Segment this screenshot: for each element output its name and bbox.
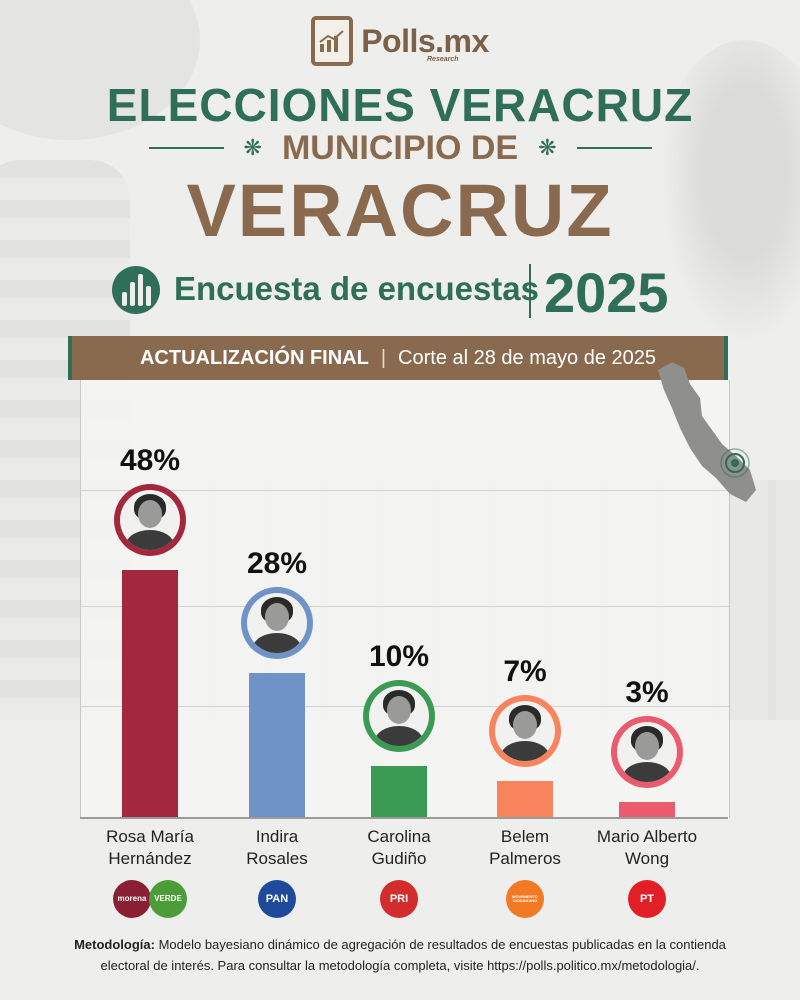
banner-separator: | [380,346,387,369]
brand-name: Polls.mx [361,22,489,59]
party-label: VERDE [154,894,182,903]
party-logos: PAN [258,880,296,920]
pt-logo: PT [628,880,666,918]
veracruz-map-icon [658,362,756,502]
bar [619,801,675,817]
candidate-name: Belem Palmeros [455,826,595,870]
party-label: PT [639,892,655,905]
candidate-name: Mario Alberto Wong [577,826,717,870]
photo-frame [495,700,555,761]
candidate-name: Carolina Gudiño [329,826,469,870]
gridline [81,490,729,491]
candidate-name-line: Wong [624,849,670,868]
photo-head [513,710,537,739]
update-banner: ACTUALIZACIÓN FINAL | Corte al 28 de may… [68,336,728,380]
chart-baseline [80,817,728,819]
photo-head [635,731,659,760]
party-logos: morena VERDE [113,880,187,920]
photo-frame [120,490,180,550]
gridline [81,606,729,607]
photo-head [387,695,411,724]
candidate-photo [489,694,561,767]
subtitle-row: ❋ MUNICIPIO DE ❋ [0,128,800,168]
photo-shoulders [126,530,174,550]
candidate-name-line: Belem [500,827,550,846]
data-label: 10% [368,639,430,673]
candidate-name: Rosa María Hernández [80,826,220,870]
party-logos: PT [628,880,666,920]
subtitle: MUNICIPIO DE [281,128,519,167]
year: 2025 [544,261,669,324]
photo-shoulders [623,761,671,782]
candidate-name-line: Gudiño [371,849,427,868]
photo-shoulders [253,632,301,653]
pri-logo: PRI [380,880,418,918]
background-palm [650,40,800,370]
flower-icon: ❋ [243,135,262,160]
page-title: ELECCIONES VERACRUZ [106,79,694,131]
brand-logo: Polls.mx [0,16,800,66]
photo-frame [369,685,429,746]
pan-logo: PAN [258,880,296,918]
bar-chart-icon [112,266,160,314]
party-label: PRI [389,892,409,905]
candidate-photo [363,679,435,752]
update-status: ACTUALIZACIÓN FINAL [139,346,369,369]
party-label: PAN [265,892,289,905]
data-label: 7% [503,654,547,688]
candidate-name-line: Indira [255,827,299,846]
candidate-photo [611,715,683,788]
candidate-name-line: Rosales [246,849,308,868]
photo-head [138,500,162,528]
candidate-name-line: Palmeros [489,849,561,868]
municipality-title: VERACRUZ [186,169,614,252]
party-logos: PRI [380,880,418,920]
methodology-text: Modelo bayesiano dinámico de agregación … [100,937,726,973]
divider [529,264,531,318]
candidate-name-line: Hernández [108,849,192,868]
methodology-label: Metodología: [74,937,155,952]
survey-header: Encuesta de encuestas 2025 [0,258,800,324]
candidate-name-line: Carolina [367,827,431,846]
party-label: morena [117,894,147,903]
survey-label: Encuesta de encuestas [174,270,539,307]
candidate-photo [241,586,313,659]
data-label: 3% [625,675,669,709]
divider-left [148,147,224,149]
morena-logo: morena [113,880,151,918]
data-label: 48% [119,444,181,477]
data-label: 28% [246,546,308,580]
party-label: MOVIMIENTO CIUDADANO [512,894,538,903]
photo-shoulders [501,740,549,761]
bar [371,765,427,817]
mc-logo: MOVIMIENTO CIUDADANO [506,880,544,918]
candidate-name-line: Mario Alberto [596,827,698,846]
candidate-name: Indira Rosales [207,826,347,870]
photo-head [265,602,289,631]
photo-frame [247,592,307,653]
bar [497,780,553,817]
candidate-name-line: Rosa María [106,827,194,846]
flower-icon: ❋ [538,135,557,160]
cutoff-date: Corte al 28 de mayo de 2025 [398,346,656,369]
party-logos: MOVIMIENTO CIUDADANO [506,880,544,920]
verde-logo: VERDE [149,880,187,918]
candidate-photo [114,484,186,556]
bar [249,672,305,817]
photo-shoulders [375,725,423,746]
photo-frame [617,721,677,782]
brand-subtitle: Research [427,56,459,63]
divider-right [576,147,652,149]
methodology-note: Metodología: Modelo bayesiano dinámico d… [60,934,740,976]
bar [122,570,178,817]
polls-logo-icon [311,16,354,66]
